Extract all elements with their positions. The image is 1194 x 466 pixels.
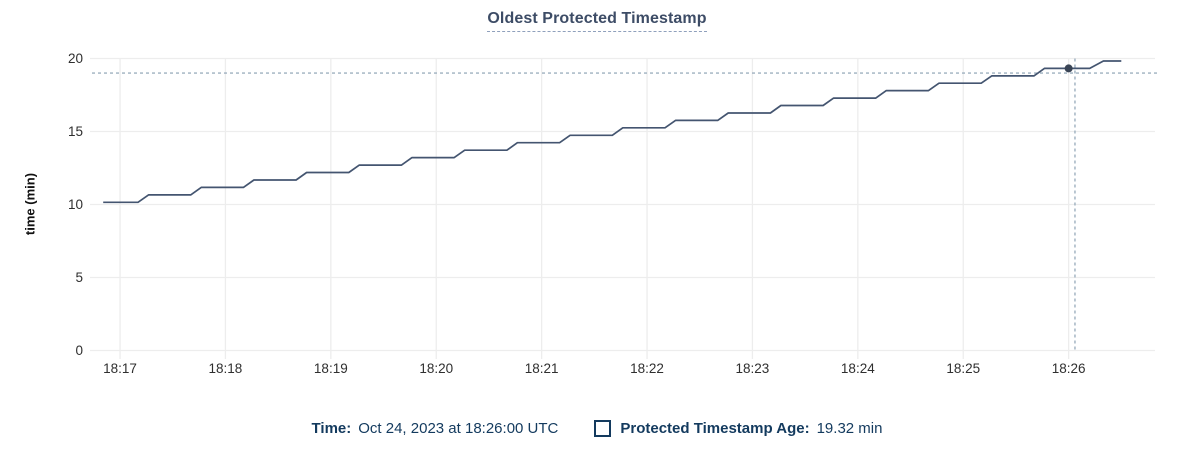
x-tick-label: 18:19 — [313, 361, 348, 376]
legend-time: Time: Oct 24, 2023 at 18:26:00 UTC — [312, 420, 559, 437]
x-tick-label: 18:20 — [419, 361, 454, 376]
x-tick-label: 18:21 — [524, 361, 559, 376]
y-tick-label: 10 — [67, 197, 83, 212]
series-line — [103, 60, 1122, 204]
time-value: Oct 24, 2023 at 18:26:00 UTC — [358, 420, 559, 437]
y-tick-label: 0 — [75, 343, 83, 358]
x-tick-label: 18:17 — [103, 361, 137, 376]
time-label: Time: — [311, 420, 352, 437]
hover-point-dot — [1064, 64, 1073, 73]
x-tick-label: 18:22 — [630, 361, 664, 376]
legend-series-toggle[interactable]: Protected Timestamp Age: 19.32 min — [594, 420, 882, 437]
x-tick-label: 18:24 — [840, 361, 875, 376]
x-tick-label: 18:26 — [1051, 361, 1086, 376]
series-checkbox-icon[interactable] — [594, 420, 612, 437]
x-tick-label: 18:25 — [946, 361, 981, 376]
chart-title[interactable]: Oldest Protected Timestamp — [487, 10, 707, 32]
x-tick-label: 18:23 — [735, 361, 770, 376]
y-tick-label: 5 — [75, 270, 83, 285]
y-tick-label: 15 — [67, 124, 83, 139]
chart-legend: Time: Oct 24, 2023 at 18:26:00 UTC Prote… — [0, 420, 1194, 437]
series-value: 19.32 min — [816, 420, 883, 437]
y-tick-label: 20 — [67, 51, 83, 66]
chart-title-row: Oldest Protected Timestamp — [0, 10, 1194, 32]
x-tick-label: 18:18 — [208, 361, 243, 376]
series-label: Protected Timestamp Age: — [620, 420, 810, 437]
